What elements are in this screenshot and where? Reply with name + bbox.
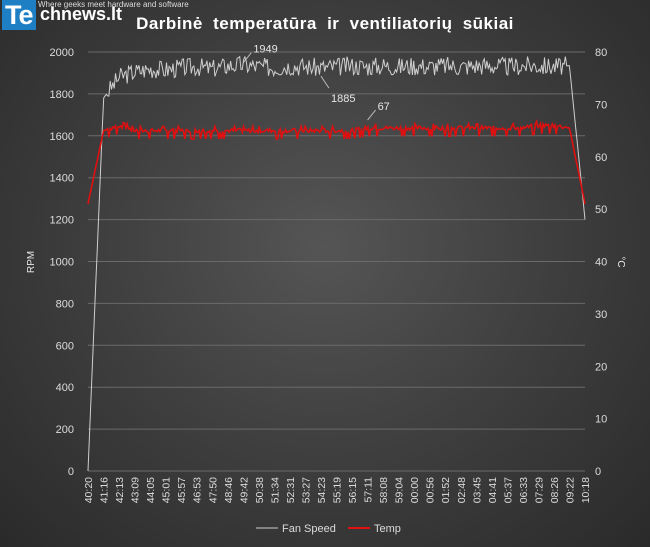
y-tick-label: 1000 (50, 257, 74, 269)
data-label: 1949 (253, 44, 277, 56)
x-tick-label: 02:48 (456, 477, 468, 503)
logo-te: Te (2, 0, 36, 30)
x-tick-label: 09:22 (564, 477, 576, 503)
legend-entry: Fan Speed (282, 523, 336, 535)
x-tick-label: 00:00 (409, 477, 421, 503)
legend-entry: Temp (374, 523, 401, 535)
technews-logo: Where geeks meet hardware and software T… (0, 0, 190, 32)
legend: Fan Speed Temp (256, 523, 401, 535)
x-tick-label: 56:15 (347, 477, 359, 503)
y-axis-left-ticks: 0 200 400 600 800 1000 1200 1400 1600 1800 2000 (50, 47, 74, 478)
x-tick-label: 04:41 (487, 477, 499, 503)
x-axis-ticks: 40:20 41:16 42:13 43:09 44:05 45:01 45:57 46:53… (83, 477, 592, 503)
logo-slogan: Where geeks meet hardware and software (38, 0, 189, 9)
y-tick-label: 200 (56, 424, 74, 436)
x-tick-label: 46:53 (192, 477, 204, 503)
y-tick-label: 0 (68, 466, 74, 478)
x-tick-label: 50:38 (254, 477, 266, 503)
y2-tick-label: 30 (595, 309, 607, 321)
y2-tick-label: 20 (595, 361, 607, 373)
x-tick-label: 54:23 (316, 477, 328, 503)
x-tick-label: 52:31 (285, 477, 297, 503)
x-tick-label: 42:13 (114, 477, 126, 503)
y-tick-label: 1600 (50, 131, 74, 143)
x-tick-label: 59:04 (394, 477, 406, 503)
x-tick-label: 00:56 (425, 477, 437, 503)
y-tick-label: 1200 (50, 215, 74, 227)
x-tick-label: 41:16 (99, 477, 111, 503)
x-tick-label: 40:20 (83, 477, 95, 503)
x-tick-label: 48:46 (223, 477, 235, 503)
series-lines (87, 55, 586, 472)
y2-tick-label: 50 (595, 204, 607, 216)
x-tick-label: 51:34 (269, 477, 281, 503)
x-tick-label: 06:33 (518, 477, 530, 503)
y-axis-right-label: °C (615, 256, 626, 267)
y-axis-right-ticks: 0 10 20 30 40 50 60 70 80 (595, 47, 607, 478)
logo-name: chnews.lt (40, 4, 123, 24)
x-tick-label: 49:42 (238, 477, 250, 503)
x-tick-label: 03:45 (471, 477, 483, 503)
y2-tick-label: 10 (595, 414, 607, 426)
x-tick-label: 57:11 (363, 477, 375, 503)
grid-lines (88, 51, 585, 472)
x-tick-label: 45:57 (176, 477, 188, 503)
x-tick-label: 58:08 (378, 477, 390, 503)
annotation-leader (320, 75, 330, 89)
data-label: 67 (378, 101, 390, 113)
x-tick-label: 10:18 (580, 477, 592, 503)
y-tick-label: 400 (56, 382, 74, 394)
y2-tick-label: 0 (595, 466, 601, 478)
y-tick-label: 1800 (50, 89, 74, 101)
x-tick-label: 05:37 (502, 477, 514, 503)
x-tick-label: 44:05 (145, 477, 157, 503)
annotation-leader (242, 52, 252, 63)
y-axis-left-label: RPM (26, 251, 37, 273)
chart-title: Darbinė temperatūra ir ventiliatorių sūk… (136, 14, 514, 33)
series-line-temp (87, 119, 586, 205)
x-tick-label: 43:09 (130, 477, 142, 503)
data-label: 1885 (331, 93, 355, 105)
y-tick-label: 1400 (50, 173, 74, 185)
x-tick-label: 47:50 (207, 477, 219, 503)
y2-tick-label: 80 (595, 47, 607, 59)
y-tick-label: 800 (56, 298, 74, 310)
x-tick-label: 45:01 (161, 477, 173, 503)
x-tick-label: 08:26 (549, 477, 561, 503)
y2-tick-label: 70 (595, 99, 607, 111)
y-tick-label: 2000 (50, 47, 74, 59)
series-line-fan-speed (87, 55, 586, 472)
y2-tick-label: 60 (595, 152, 607, 164)
y2-tick-label: 40 (595, 257, 607, 269)
x-tick-label: 07:29 (533, 477, 545, 503)
x-tick-label: 01:52 (440, 477, 452, 503)
annotation-leader (367, 109, 376, 121)
annotations: 1949 1885 67 (242, 44, 390, 121)
x-tick-label: 53:27 (300, 477, 312, 503)
y-tick-label: 600 (56, 340, 74, 352)
x-tick-label: 55:19 (332, 477, 344, 503)
